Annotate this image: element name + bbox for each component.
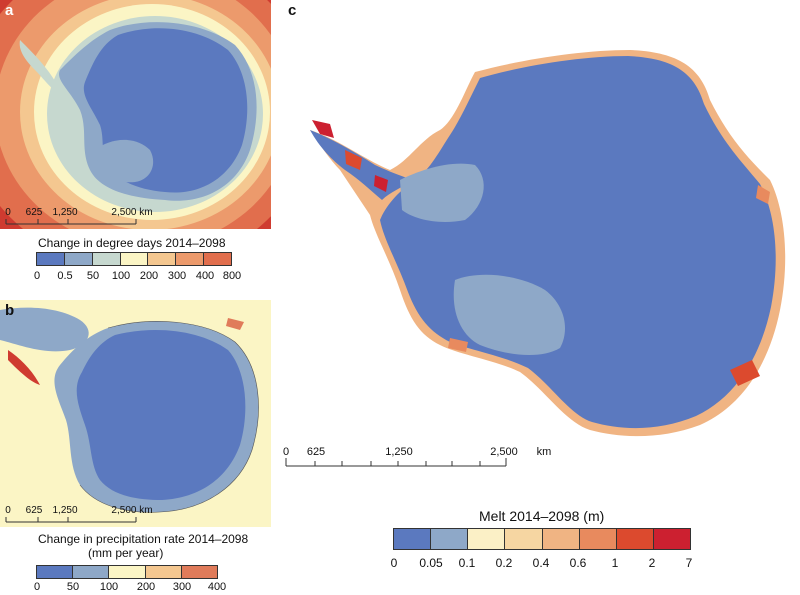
panel-b-tick: 0: [33, 581, 41, 593]
panel-c-tick: 0.2: [495, 556, 513, 570]
panel-c-colorbar: [393, 528, 691, 550]
colorbar-a-swatch: [120, 253, 149, 265]
panel-a-tick: 100: [111, 270, 131, 282]
panel-b-colorbar-subtitle: (mm per year): [88, 546, 164, 560]
panel-b-label: b: [5, 302, 15, 319]
panel-c-scale-2500: 2,500: [490, 446, 518, 458]
colorbar-b-swatch: [73, 566, 110, 578]
panel-a-tick: 800: [222, 270, 242, 282]
colorbar-b-swatch: [181, 566, 218, 578]
panel-a-tick: 300: [167, 270, 187, 282]
colorbar-a-swatch: [64, 253, 93, 265]
panel-c-tick: 2: [648, 556, 656, 570]
panel-b-tick: 300: [172, 581, 192, 593]
panel-c-tick: 0.05: [419, 556, 443, 570]
colorbar-a-swatch: [148, 253, 177, 265]
panel-c-tick: 1: [611, 556, 619, 570]
colorbar-b-swatch: [37, 566, 74, 578]
colorbar-c-swatch: [579, 529, 617, 549]
panel-a-map: a 0 625 1,250 2,500 km: [0, 0, 271, 229]
panel-c-colorbar-title: Melt 2014–2098 (m): [479, 508, 605, 524]
panel-b-tick: 200: [136, 581, 156, 593]
panel-c-tick: 0: [390, 556, 398, 570]
panel-a-tick: 0: [33, 270, 41, 282]
panel-a-tick: 0.5: [57, 270, 73, 282]
panel-a-scale-2500: 2,500 km: [111, 207, 153, 218]
panel-b-tick: 50: [66, 581, 80, 593]
panel-b-colorbar-title: Change in precipitation rate 2014–2098: [38, 532, 249, 546]
panel-b-scale-bar: [5, 517, 137, 523]
colorbar-b-swatch: [109, 566, 146, 578]
panel-c-tick: 0.1: [458, 556, 476, 570]
panel-b-tick: 100: [99, 581, 119, 593]
panel-b-scale-625: 625: [25, 505, 43, 516]
colorbar-a-swatch: [92, 253, 121, 265]
panel-a-label: a: [5, 2, 14, 19]
colorbar-c-swatch: [505, 529, 543, 549]
panel-b-tick: 400: [207, 581, 227, 593]
panel-c-tick: 7: [685, 556, 693, 570]
colorbar-c-swatch: [394, 529, 432, 549]
panel-b-scale-2500: 2,500 km: [111, 505, 153, 516]
panel-c-scale-bar: [285, 458, 507, 467]
panel-b-scale-1250: 1,250: [52, 505, 78, 516]
panel-b-colorbar: [36, 565, 218, 579]
panel-c-scale-0: 0: [282, 446, 290, 458]
degree-days-map: [0, 0, 271, 229]
panel-a-colorbar-title: Change in degree days 2014–2098: [38, 236, 226, 250]
colorbar-b-swatch: [145, 566, 182, 578]
panel-c-label: c: [288, 2, 297, 19]
panel-c-scale-625: 625: [306, 446, 326, 458]
precipitation-map: [0, 300, 271, 527]
panel-a-tick: 200: [139, 270, 159, 282]
colorbar-a-swatch: [204, 253, 232, 265]
panel-c-tick: 0.4: [532, 556, 550, 570]
panel-a-tick: 50: [86, 270, 100, 282]
colorbar-c-swatch: [542, 529, 580, 549]
panel-a-tick: 400: [195, 270, 215, 282]
colorbar-a-swatch: [176, 253, 205, 265]
panel-b-scale-0: 0: [5, 505, 11, 516]
colorbar-c-swatch: [431, 529, 469, 549]
panel-a-scale-1250: 1,250: [52, 207, 78, 218]
panel-a-colorbar: [36, 252, 232, 266]
colorbar-c-swatch: [653, 529, 690, 549]
panel-c-tick: 0.6: [569, 556, 587, 570]
panel-c-scale-1250: 1,250: [385, 446, 413, 458]
colorbar-c-swatch: [468, 529, 506, 549]
panel-b-map: b 0 625 1,250 2,500 km: [0, 300, 271, 527]
panel-a-scale-625: 625: [25, 207, 43, 218]
melt-map: [310, 50, 786, 437]
colorbar-c-swatch: [616, 529, 654, 549]
panel-a-scale-0: 0: [5, 207, 11, 218]
panel-c-scale-unit: km: [536, 446, 552, 458]
colorbar-a-swatch: [37, 253, 65, 265]
panel-a-scale-bar: [5, 219, 137, 225]
